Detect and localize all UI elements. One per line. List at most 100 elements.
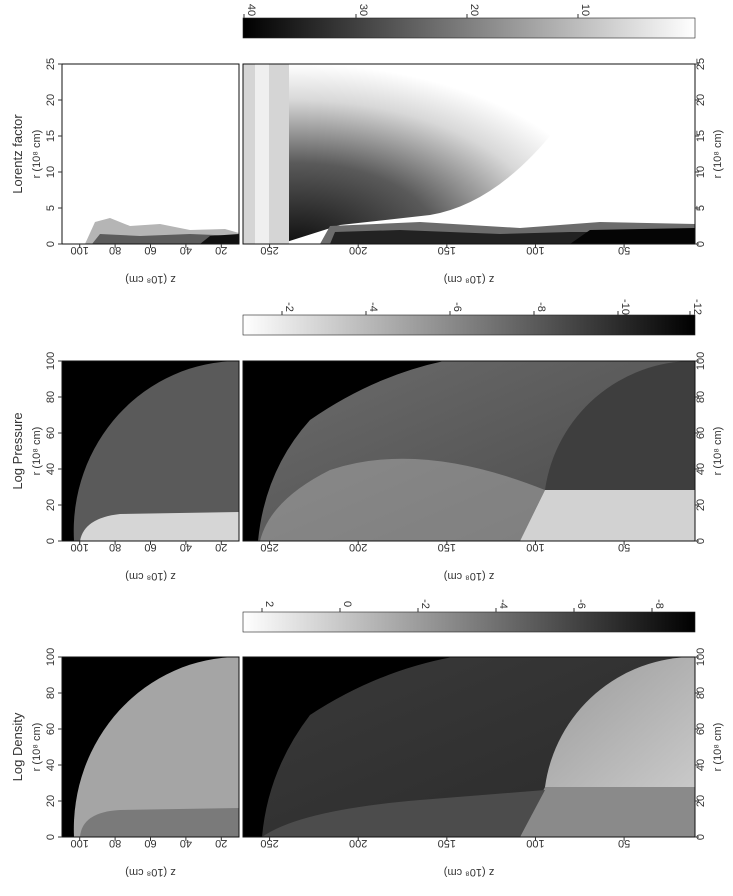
r-tick-label-right-0-4: 20: [695, 94, 707, 106]
r-tick-label-2-0: 0: [45, 834, 57, 840]
pressure-cb-tick-4: -10: [619, 299, 631, 315]
pressure-small-field: [62, 361, 239, 541]
z-tick-label-0-0-4: 20: [215, 244, 227, 256]
z-axis-label-2-1: z (10⁸ cm): [444, 866, 494, 878]
z-tick-label-0-0-0: 100: [71, 244, 89, 256]
log-pressure-plot: Log Pressure -2 -4 -6 -8 -10 -12: [10, 299, 703, 542]
r-axis-label-right-2: r (10⁸ cm): [712, 723, 724, 772]
z-tick-label-0-0-2: 60: [144, 244, 156, 256]
r-tick-label-right-0-5: 25: [695, 58, 707, 70]
pressure-cb-tick-1: -4: [367, 302, 379, 312]
lorentz-factor-title: Lorentz factor: [10, 114, 25, 194]
r-tick-label-right-2-0: 0: [695, 834, 707, 840]
r-tick-label-0-4: 20: [45, 94, 57, 106]
pressure-colorbar: [242, 314, 696, 336]
z-tick-label-0-1-2: 150: [438, 244, 456, 256]
r-tick-label-right-2-2: 40: [695, 759, 707, 771]
z-tick-label-1-1-0: 250: [260, 541, 278, 553]
r-tick-label-right-2-1: 20: [695, 795, 707, 807]
r-tick-label-right-1-3: 60: [695, 427, 707, 439]
r-tick-label-1-2: 40: [45, 463, 57, 475]
r-tick-label-right-0-1: 5: [695, 205, 707, 211]
r-tick-label-right-1-4: 80: [695, 391, 707, 403]
z-axis-label-2-0: z (10⁸ cm): [125, 866, 175, 878]
density-cb-tick-5: -8: [653, 599, 665, 609]
r-tick-label-right-1-0: 0: [695, 538, 707, 544]
r-tick-label-right-1-1: 20: [695, 499, 707, 511]
z-tick-label-1-0-4: 20: [215, 541, 227, 553]
z-tick-label-2-1-1: 200: [349, 837, 367, 849]
z-axis-label-1-1: z (10⁸ cm): [444, 570, 494, 582]
r-tick-label-0-2: 10: [45, 166, 57, 178]
z-axis-label-1-0: z (10⁸ cm): [125, 570, 175, 582]
pressure-cb-tick-3: -8: [535, 302, 547, 312]
z-tick-label-0-1-4: 50: [618, 244, 630, 256]
r-axis-label-right-1: r (10⁸ cm): [712, 427, 724, 476]
pressure-cb-tick-5: -12: [691, 299, 703, 315]
r-tick-label-0-0: 0: [45, 241, 57, 247]
density-cb-tick-4: -6: [575, 599, 587, 609]
r-axis-label-right-0: r (10⁸ cm): [712, 130, 724, 179]
pressure-big-frame: [242, 360, 696, 542]
r-tick-label-0-1: 5: [45, 205, 57, 211]
log-density-title: Log Density: [10, 712, 25, 781]
z-tick-label-1-1-2: 150: [438, 541, 456, 553]
r-tick-label-right-2-3: 60: [695, 723, 707, 735]
r-axis-label-2: r (10⁸ cm): [31, 723, 43, 772]
z-tick-label-1-1-4: 50: [618, 541, 630, 553]
z-tick-label-2-0-1: 80: [109, 837, 121, 849]
density-cb-tick-0: 2: [263, 601, 275, 607]
r-tick-label-1-4: 80: [45, 391, 57, 403]
z-tick-label-1-0-2: 60: [144, 541, 156, 553]
z-tick-label-0-1-0: 250: [260, 244, 278, 256]
lorentz-colorbar: [242, 17, 696, 39]
r-axis-label-0: r (10⁸ cm): [31, 130, 43, 179]
lorentz-factor-plot: Lorentz factor 40 30 20 10: [10, 4, 696, 245]
lorentz-big-field: [243, 64, 695, 244]
r-tick-label-right-2-5: 100: [695, 648, 707, 666]
r-tick-label-right-1-5: 100: [695, 352, 707, 370]
lorentz-big-frame: [242, 63, 696, 245]
log-pressure-title: Log Pressure: [10, 412, 25, 489]
z-tick-label-2-0-2: 60: [144, 837, 156, 849]
pressure-colorbar-ticks: -2 -4 -6 -8 -10 -12: [281, 299, 703, 315]
z-tick-label-1-0-1: 80: [109, 541, 121, 553]
z-tick-label-1-0-0: 100: [71, 541, 89, 553]
z-tick-label-2-0-3: 40: [180, 837, 192, 849]
r-tick-label-right-0-2: 10: [695, 166, 707, 178]
z-tick-label-2-0-4: 20: [215, 837, 227, 849]
z-tick-label-0-0-1: 80: [109, 244, 121, 256]
r-tick-label-0-3: 15: [45, 130, 57, 142]
density-big-frame: [242, 656, 696, 838]
z-axis-label-0-0: z (10⁸ cm): [125, 273, 175, 285]
density-small-field: [62, 657, 239, 837]
lorentz-cb-tick-0: 40: [245, 4, 257, 16]
density-cb-tick-1: 0: [341, 601, 353, 607]
r-tick-label-0-5: 25: [45, 58, 57, 70]
density-cb-tick-2: -2: [419, 599, 431, 609]
r-tick-label-2-5: 100: [45, 648, 57, 666]
density-colorbar-ticks: 2 0 -2 -4 -6 -8: [261, 599, 665, 612]
r-tick-label-2-1: 20: [45, 795, 57, 807]
z-tick-label-2-1-0: 250: [260, 837, 278, 849]
z-tick-label-2-1-2: 150: [438, 837, 456, 849]
r-tick-label-right-0-3: 15: [695, 130, 707, 142]
r-tick-label-right-0-0: 0: [695, 241, 707, 247]
pressure-cb-tick-0: -2: [283, 302, 295, 312]
r-tick-label-1-0: 0: [45, 538, 57, 544]
lorentz-cb-tick-3: 10: [579, 4, 591, 16]
z-axis-label-0-1: z (10⁸ cm): [444, 273, 494, 285]
z-tick-label-1-0-3: 40: [180, 541, 192, 553]
r-tick-label-1-1: 20: [45, 499, 57, 511]
density-big-field: [243, 657, 695, 837]
r-tick-label-1-3: 60: [45, 427, 57, 439]
z-tick-label-0-0-3: 40: [180, 244, 192, 256]
r-tick-label-right-1-2: 40: [695, 463, 707, 475]
r-tick-label-2-2: 40: [45, 759, 57, 771]
z-tick-label-2-1-3: 100: [526, 837, 544, 849]
z-tick-label-0-1-1: 200: [349, 244, 367, 256]
r-tick-label-2-4: 80: [45, 687, 57, 699]
log-density-plot: Log Density 2 0 -2 -4 -6 -8: [10, 599, 696, 838]
lorentz-cb-tick-2: 20: [468, 4, 480, 16]
